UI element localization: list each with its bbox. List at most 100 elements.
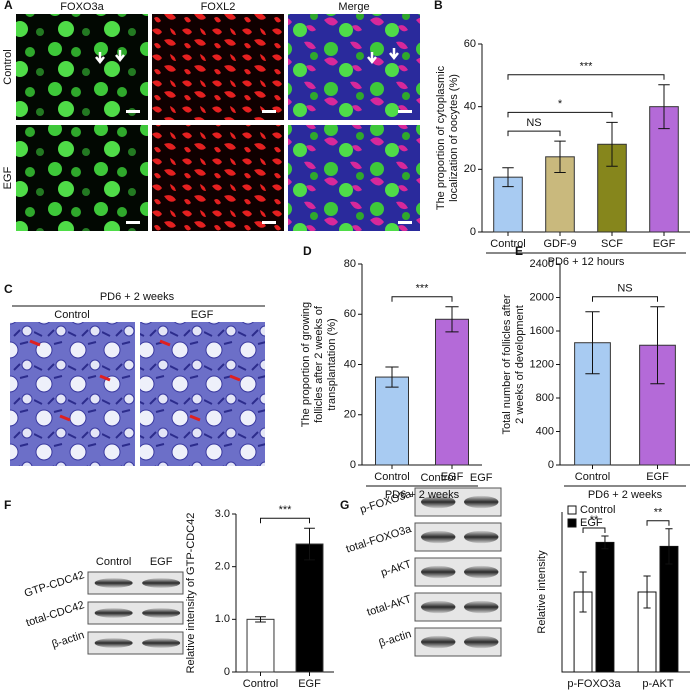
error-bar bbox=[606, 121, 618, 167]
significance-label: * bbox=[558, 98, 563, 110]
y-tick-label: 60 bbox=[344, 308, 356, 320]
column-label: EGF bbox=[191, 309, 214, 321]
blot-band bbox=[421, 565, 456, 579]
legend-swatch bbox=[567, 518, 577, 528]
bar bbox=[375, 376, 409, 466]
x-tick-label: p-FOXO3a bbox=[567, 678, 621, 690]
y-tick-label: 3.0 bbox=[215, 508, 230, 520]
arrow bbox=[59, 414, 71, 422]
scale-bar bbox=[262, 110, 276, 113]
blot-strip bbox=[87, 601, 184, 625]
row-label: β-actin bbox=[51, 629, 86, 651]
lane-label: Control bbox=[96, 556, 131, 568]
error-bar bbox=[304, 527, 315, 561]
x-tick-label: GDF-9 bbox=[544, 238, 577, 250]
x-tick-label: EGF bbox=[646, 471, 669, 483]
panel-letter: B bbox=[434, 0, 443, 12]
y-axis-label: 2 weeks of development bbox=[514, 305, 526, 424]
scale-bar bbox=[126, 221, 140, 224]
arrow bbox=[189, 414, 201, 422]
x-tick-label: EGF bbox=[298, 678, 321, 690]
blot-band bbox=[142, 638, 181, 648]
arrow bbox=[29, 339, 41, 347]
x-axis-label: PD6 + 2 weeks bbox=[385, 489, 460, 501]
error-bar bbox=[643, 575, 651, 609]
column-label: FOXL2 bbox=[201, 1, 236, 13]
x-tick-label: EGF bbox=[653, 238, 676, 250]
micrograph bbox=[152, 125, 284, 231]
legend-label: EGF bbox=[580, 517, 603, 529]
significance-label: ** bbox=[654, 507, 663, 519]
significance-label: *** bbox=[416, 283, 430, 295]
micrograph bbox=[152, 14, 284, 120]
error-bar bbox=[445, 306, 459, 333]
y-tick-label: 2.0 bbox=[215, 561, 230, 573]
y-tick-label: 2000 bbox=[530, 291, 554, 303]
significance-bracket bbox=[646, 520, 670, 526]
row-label: EGF bbox=[2, 166, 14, 189]
y-tick-label: 0 bbox=[350, 459, 356, 471]
panel-letter: A bbox=[4, 0, 13, 12]
significance-label: NS bbox=[617, 283, 632, 295]
legend-swatch bbox=[567, 505, 577, 515]
y-axis-label: The proportion of cytoplasmic bbox=[435, 65, 447, 210]
panel-letter: G bbox=[340, 498, 349, 512]
x-tick-label: Control bbox=[490, 238, 525, 250]
micrograph bbox=[288, 14, 420, 120]
arrow bbox=[99, 374, 111, 382]
y-tick-label: 60 bbox=[464, 38, 476, 50]
column-label: FOXO3a bbox=[60, 1, 104, 13]
error-bar bbox=[502, 167, 514, 188]
blot-strip bbox=[87, 631, 184, 655]
blot-band bbox=[464, 495, 499, 509]
bar bbox=[295, 543, 324, 673]
significance-label: *** bbox=[580, 61, 594, 73]
error-bar bbox=[579, 571, 587, 613]
blot-band bbox=[464, 530, 499, 544]
arrow bbox=[115, 50, 125, 63]
significance-label: *** bbox=[279, 504, 293, 516]
row-label: β-actin bbox=[378, 628, 413, 650]
significance-bracket bbox=[507, 74, 665, 80]
y-axis-label: transplantation (%) bbox=[326, 318, 338, 410]
legend-label: Control bbox=[580, 504, 615, 516]
y-tick-label: 800 bbox=[536, 392, 554, 404]
y-tick-label: 1200 bbox=[530, 358, 554, 370]
blot-band bbox=[94, 578, 133, 588]
blot-band bbox=[421, 600, 456, 614]
panel-letter: C bbox=[4, 282, 13, 296]
significance-bracket bbox=[507, 111, 613, 118]
micrograph bbox=[16, 14, 148, 120]
blot-band bbox=[464, 600, 499, 614]
bar bbox=[595, 541, 615, 673]
significance-bracket bbox=[260, 517, 310, 524]
row-label: total-AKT bbox=[366, 593, 414, 619]
error-bar bbox=[658, 84, 670, 130]
x-tick-label: Control bbox=[575, 471, 610, 483]
x-tick-label: Control bbox=[243, 678, 278, 690]
x-tick-label: SCF bbox=[601, 238, 623, 250]
blot-band bbox=[421, 635, 456, 649]
micrograph bbox=[10, 322, 135, 466]
y-axis-label: localization of oocytes (%) bbox=[448, 74, 460, 202]
row-label: total-FOXO3a bbox=[345, 523, 414, 556]
row-label: total-CDC42 bbox=[25, 599, 86, 629]
y-tick-label: 400 bbox=[536, 425, 554, 437]
y-tick-label: 0 bbox=[470, 226, 476, 238]
micrograph bbox=[16, 125, 148, 231]
x-axis-label: PD6 + 12 hours bbox=[548, 256, 625, 268]
row-label: Control bbox=[2, 49, 14, 84]
y-tick-label: 2400 bbox=[530, 258, 554, 270]
y-tick-label: 0 bbox=[224, 666, 230, 678]
significance-bracket bbox=[507, 130, 561, 137]
arrow bbox=[95, 52, 105, 65]
blot-band bbox=[421, 495, 456, 509]
scale-bar bbox=[126, 110, 140, 113]
y-tick-label: 0 bbox=[548, 459, 554, 471]
lane-label: EGF bbox=[470, 472, 493, 484]
scale-bar bbox=[262, 221, 276, 224]
bar bbox=[659, 545, 679, 673]
y-axis-label: Relative intensity of GTP-CDC42 bbox=[185, 513, 197, 674]
error-bar bbox=[665, 528, 673, 565]
